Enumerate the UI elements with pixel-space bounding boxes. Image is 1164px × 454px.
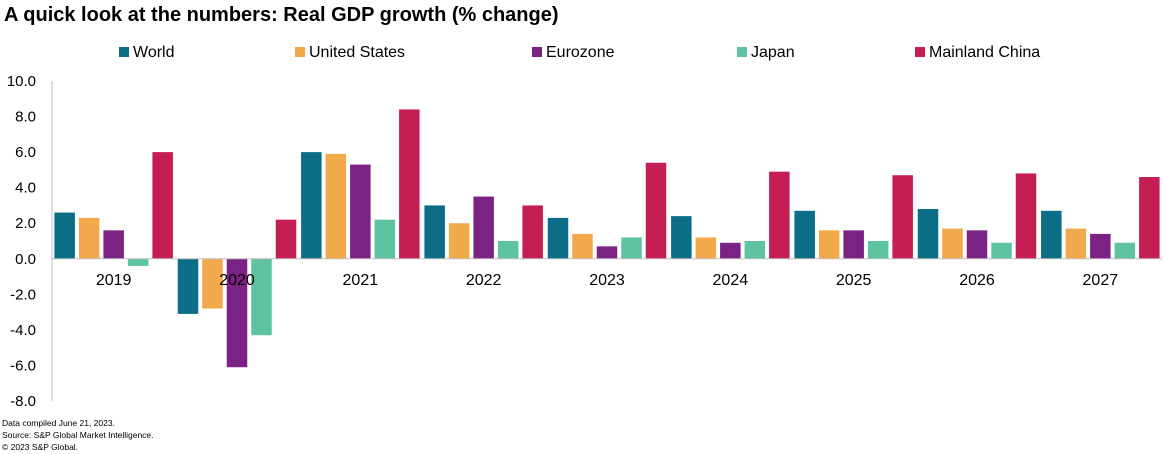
bar-united-states	[695, 237, 717, 259]
bar-united-states	[448, 223, 470, 259]
legend-item-world: World	[119, 43, 175, 63]
y-tick-label: -4.0	[10, 322, 36, 339]
legend-swatch-world	[119, 47, 129, 57]
x-category-label: 2019	[96, 272, 132, 289]
legend-label-japan: Japan	[751, 44, 795, 61]
footnote-source: Source: S&P Global Market Intelligence.	[2, 430, 154, 440]
y-tick-label: -8.0	[10, 393, 36, 410]
bar-world	[177, 258, 199, 314]
x-category-label: 2022	[466, 272, 502, 289]
bar-united-states	[78, 217, 100, 259]
legend-label-united-states: United States	[309, 44, 406, 61]
bar-united-states	[818, 230, 840, 259]
x-category-label: 2023	[589, 272, 625, 289]
bar-eurozone	[720, 242, 741, 259]
y-tick-label: 4.0	[15, 180, 36, 197]
bar-eurozone	[103, 230, 124, 259]
legend-swatch-eurozone	[532, 47, 542, 57]
x-category-label: 2021	[343, 272, 379, 289]
bar-world	[547, 217, 569, 259]
x-category-label: 2026	[959, 272, 995, 289]
y-tick-label: 6.0	[15, 144, 36, 161]
bar-united-states	[202, 258, 223, 309]
bar-japan	[251, 258, 272, 336]
bar-mainland-china	[1015, 173, 1037, 259]
bar-japan	[127, 258, 149, 266]
y-tick-label: -2.0	[10, 286, 36, 303]
bar-world	[301, 152, 322, 259]
bar-mainland-china	[399, 109, 420, 259]
bar-japan	[374, 219, 396, 259]
chart-title: A quick look at the numbers: Real GDP gr…	[4, 4, 559, 26]
legend-label-eurozone: Eurozone	[546, 44, 615, 61]
x-category-label: 2024	[713, 272, 749, 289]
bar-united-states	[325, 153, 347, 259]
bar-mainland-china	[1139, 177, 1160, 259]
bar-eurozone	[1090, 233, 1111, 259]
bar-eurozone	[596, 246, 618, 259]
footnote-compiled: Data compiled June 21, 2023.	[2, 418, 115, 428]
bar-world	[794, 210, 815, 259]
bar-eurozone	[350, 164, 371, 259]
legend-item-japan: Japan	[737, 43, 795, 63]
bar-world	[917, 209, 939, 259]
x-category-label: 2020	[219, 272, 255, 289]
bar-mainland-china	[275, 219, 297, 259]
bar-mainland-china	[522, 205, 543, 259]
legend-item-eurozone: Eurozone	[532, 43, 615, 63]
bar-eurozone	[843, 230, 864, 259]
bar-mainland-china	[769, 171, 790, 259]
bar-united-states	[572, 233, 593, 259]
legend-label-mainland-china: Mainland China	[929, 44, 1041, 61]
bar-world	[424, 205, 445, 259]
bar-mainland-china	[152, 152, 173, 259]
bar-mainland-china	[645, 162, 667, 259]
bar-japan	[991, 242, 1012, 259]
bar-japan	[867, 241, 889, 259]
bar-united-states	[942, 228, 963, 259]
bar-japan	[497, 241, 519, 259]
bar-eurozone	[966, 230, 988, 259]
x-category-label: 2027	[1083, 272, 1119, 289]
legend-item-mainland-china: Mainland China	[915, 43, 1040, 63]
footnote-copyright: © 2023 S&P Global.	[2, 442, 79, 452]
y-tick-label: 0.0	[15, 251, 36, 268]
y-tick-label: -6.0	[10, 357, 36, 374]
y-tick-label: 2.0	[15, 215, 36, 232]
y-tick-label: 10.0	[7, 73, 36, 90]
y-tick-label: 8.0	[15, 109, 36, 126]
bar-world	[671, 216, 692, 259]
bar-eurozone	[473, 196, 494, 259]
bar-world	[1041, 210, 1062, 259]
bar-world	[54, 212, 75, 259]
bar-united-states	[1065, 228, 1087, 259]
legend-swatch-mainland-china	[915, 47, 925, 57]
legend-item-united-states: United States	[295, 43, 405, 63]
x-category-label: 2025	[836, 272, 872, 289]
legend-label-world: World	[133, 44, 175, 61]
bar-japan	[744, 241, 766, 259]
legend-swatch-united-states	[295, 47, 305, 57]
legend-swatch-japan	[737, 47, 747, 57]
bar-mainland-china	[892, 175, 913, 259]
bar-japan	[1114, 242, 1136, 259]
bar-eurozone	[226, 258, 248, 368]
bar-japan	[621, 237, 642, 259]
